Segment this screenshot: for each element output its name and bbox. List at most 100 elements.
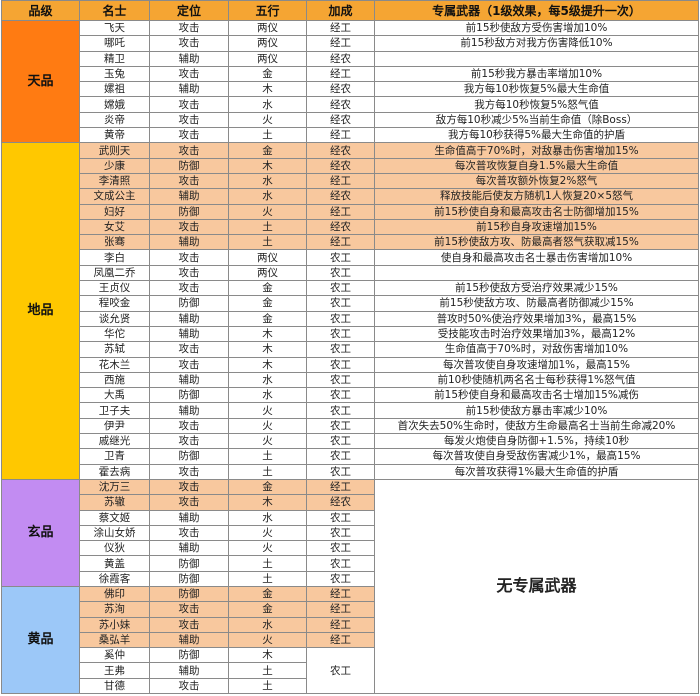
hero-role: 攻击 — [149, 172, 229, 190]
hero-name: 戚继光 — [79, 433, 150, 450]
hero-bonus: 农工 — [306, 325, 375, 343]
table-row: 嫦娥 攻击水经农 我方每10秒恢复5%怒气值 — [2, 96, 699, 113]
hero-role: 攻击 — [149, 280, 229, 297]
exclusive-weapon: 前15秒使敌方受治疗效果减少15% — [374, 280, 699, 297]
hero-bonus: 农工 — [306, 371, 375, 389]
hero-element: 金 — [228, 65, 307, 83]
hero-bonus: 农工 — [306, 417, 375, 435]
hero-role: 辅助 — [149, 631, 229, 649]
hero-role: 辅助 — [149, 540, 229, 557]
hero-element: 木 — [228, 81, 307, 98]
hero-element: 火 — [228, 433, 307, 450]
hero-bonus: 经工 — [306, 172, 375, 190]
header-name: 名士 — [79, 0, 150, 21]
hero-name: 炎帝 — [79, 111, 150, 129]
table-row: 哪吒 攻击 两仪 经工 前15秒敌方对我方伤害降低10% — [2, 35, 699, 52]
exclusive-weapon: 我方每10秒恢复5%怒气值 — [374, 96, 699, 113]
hero-bonus: 经工 — [306, 65, 375, 83]
hero-bonus: 经工 — [306, 19, 375, 37]
hero-name: 程咬金 — [79, 295, 150, 312]
table-row: 西施 辅助水农工 前10秒使随机两名名士每秒获得1%怒气值 — [2, 371, 699, 389]
hero-role: 辅助 — [149, 188, 229, 205]
hero-name: 嫘祖 — [79, 81, 150, 98]
hero-bonus: 经工 — [306, 601, 375, 618]
hero-name: 大禹 — [79, 387, 150, 404]
hero-name: 少康 — [79, 157, 150, 174]
exclusive-weapon: 每次普攻获得1%最大生命值的护盾 — [374, 463, 699, 480]
table-row: 戚继光 攻击火农工 每发火炮使自身防御+1.5%，持续10秒 — [2, 433, 699, 450]
hero-role: 攻击 — [149, 19, 229, 37]
hero-name: 仪狄 — [79, 540, 150, 557]
table-row: 徐霞客 防御土农工 — [2, 570, 699, 587]
hero-bonus: 农工 — [306, 463, 375, 480]
hero-element: 两仪 — [228, 35, 307, 52]
hero-role: 防御 — [149, 448, 229, 465]
hero-name: 李清照 — [79, 172, 150, 190]
hero-bonus: 经工 — [306, 35, 375, 52]
hero-name: 王弗 — [79, 662, 150, 679]
exclusive-weapon: 每次普攻额外恢复2%怒气 — [374, 172, 699, 190]
hero-role: 攻击 — [149, 111, 229, 129]
hero-role: 攻击 — [149, 35, 229, 52]
hero-role: 辅助 — [149, 234, 229, 251]
hero-bonus: 农工 — [306, 264, 375, 282]
tier-label: 玄品 — [1, 478, 80, 587]
hero-name: 华佗 — [79, 325, 150, 343]
hero-element: 两仪 — [228, 264, 307, 282]
hero-bonus-shared: 农工 — [306, 647, 375, 695]
table-row: 桑弘羊 辅助火经工 — [2, 631, 699, 649]
hero-bonus: 农工 — [306, 310, 375, 327]
hero-element: 土 — [228, 662, 307, 679]
table-row: 天品 飞天 攻击 两仪 经工 前15秒使敌方受伤害增加10% — [1, 19, 699, 144]
hero-element: 金 — [228, 478, 307, 496]
hero-element: 金 — [228, 142, 307, 159]
hero-name: 文成公主 — [79, 188, 150, 205]
hero-name: 玉兔 — [79, 65, 150, 83]
table-row: 花木兰 攻击木农工 每次普攻使自身攻速增加1%，最高15% — [2, 356, 699, 373]
table-row: 卫子夫 辅助火农工 前15秒使敌方暴击率减少10% — [2, 402, 699, 419]
hero-element: 土 — [228, 570, 307, 587]
table-row: 精卫 辅助 两仪 经农 — [2, 50, 699, 67]
hero-element: 金 — [228, 601, 307, 618]
hero-role: 辅助 — [149, 325, 229, 343]
hero-name: 妇好 — [79, 203, 150, 220]
hero-name: 苏小妹 — [79, 616, 150, 633]
hero-name: 卫子夫 — [79, 402, 150, 419]
table-row: 李白 攻击 两仪 农工 使自身和最高攻击名士暴击伤害增加10% — [2, 249, 699, 266]
hero-name: 王贞仪 — [79, 280, 150, 297]
hero-name: 西施 — [79, 371, 150, 389]
exclusive-weapon: 每次普攻恢复自身1.5%最大生命值 — [374, 157, 699, 174]
exclusive-weapon: 普攻时50%使治疗效果增加3%，最高15% — [374, 310, 699, 327]
hero-bonus: 经工 — [306, 616, 375, 633]
hero-bonus: 农工 — [306, 524, 375, 542]
hero-bonus: 经农 — [306, 188, 375, 205]
hero-element: 土 — [228, 127, 307, 144]
header-role: 定位 — [149, 0, 229, 21]
hero-name: 凤凰二乔 — [79, 264, 150, 282]
hero-role: 防御 — [149, 387, 229, 404]
table-row: 地品 武则天 攻击金经农 生命值高于70%时，对敌暴击伤害增加15% — [1, 142, 699, 480]
table-body: 天品 飞天 攻击 两仪 经工 前15秒使敌方受伤害增加10% 哪吒 攻击 两仪 经工 前15秒敌方对… — [1, 19, 699, 695]
hero-role: 攻击 — [149, 65, 229, 83]
exclusive-weapon — [374, 50, 699, 67]
table-row: 嫘祖 辅助木经农 我方每10秒恢复5%最大生命值 — [2, 81, 699, 98]
no-weapon-note: 无专属武器 — [374, 478, 699, 695]
exclusive-weapon: 前15秒敌方对我方伤害降低10% — [374, 35, 699, 52]
table-row: 伊尹 攻击火农工 首次失去50%生命时，使敌方生命最高名士当前生命减20% — [2, 417, 699, 435]
hero-bonus: 农工 — [306, 387, 375, 404]
table-row: 李清照 攻击水经工 每次普攻额外恢复2%怒气 — [2, 172, 699, 190]
hero-element: 金 — [228, 280, 307, 297]
hero-element: 水 — [228, 616, 307, 633]
hero-name: 徐霞客 — [79, 570, 150, 587]
hero-role: 攻击 — [149, 524, 229, 542]
hero-name: 沈万三 — [79, 478, 150, 496]
table-row: 大禹 防御水农工 前15秒使自身和最高攻击名士增加15%减伤 — [2, 387, 699, 404]
exclusive-weapon: 前15秒使敌方攻、防最高者防御减少15% — [374, 295, 699, 312]
hero-element: 水 — [228, 509, 307, 526]
exclusive-weapon: 受技能攻击时治疗效果增加3%，最高12% — [374, 325, 699, 343]
table-row: 玄品 沈万三 攻击金经工 无专属武器 — [1, 478, 699, 695]
hero-element: 木 — [228, 647, 307, 664]
hero-bonus: 经农 — [306, 81, 375, 98]
hero-bonus: 农工 — [306, 249, 375, 266]
hero-role: 攻击 — [149, 433, 229, 450]
